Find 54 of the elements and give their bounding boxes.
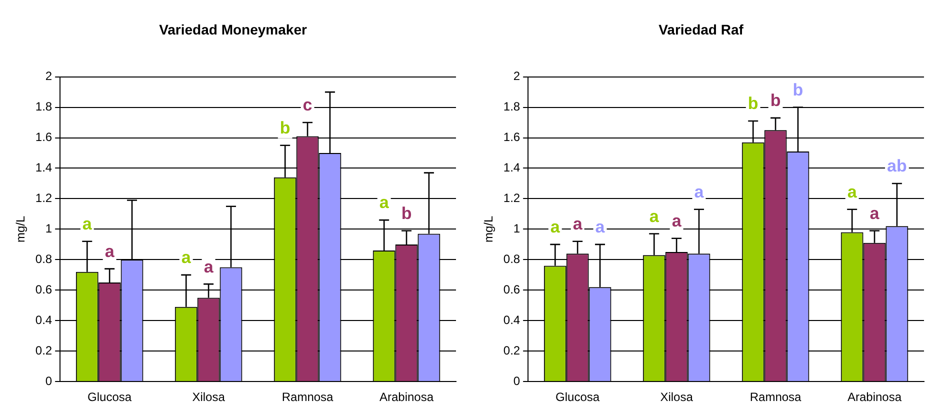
chart-title: Variedad Moneymaker xyxy=(159,21,308,38)
data-label: a xyxy=(104,242,115,262)
chart-title: Variedad Raf xyxy=(658,21,744,38)
x-tick-label: Arabinosa xyxy=(847,390,902,404)
y-tick-label: 0.2 xyxy=(35,343,52,358)
y-tick-label: 1.2 xyxy=(35,191,52,206)
y-tick-label: 1.4 xyxy=(35,160,52,175)
x-tick-label: Arabinosa xyxy=(379,390,434,404)
y-tick-label: 0.2 xyxy=(503,343,520,358)
data-label: a xyxy=(550,218,560,237)
x-tick-label: Ramnosa xyxy=(750,390,802,404)
y-tick-label: 0.8 xyxy=(503,252,520,266)
data-label: a xyxy=(572,214,583,234)
data-label: a xyxy=(694,182,704,202)
x-tick-label: Glucosa xyxy=(556,390,600,404)
data-label: b xyxy=(401,204,412,223)
data-label: a xyxy=(82,214,92,234)
data-label: b xyxy=(748,94,758,114)
y-tick-label: 2 xyxy=(513,69,520,84)
y-tick-label: 1 xyxy=(513,222,520,236)
x-tick-label: Glucosa xyxy=(88,390,132,404)
y-tick-label: 0.4 xyxy=(35,312,52,327)
y-tick-label: 0.6 xyxy=(35,282,52,296)
data-label: a xyxy=(870,204,880,223)
y-tick-label: 1 xyxy=(45,222,52,236)
y-axis-title: mg/L xyxy=(14,216,28,243)
y-tick-label: 0 xyxy=(513,374,520,388)
y-tick-label: 2 xyxy=(45,69,52,84)
data-label: a xyxy=(379,193,390,212)
y-tick-label: 1.8 xyxy=(35,100,52,114)
data-label: a xyxy=(649,206,660,226)
y-tick-label: 1.8 xyxy=(503,100,520,114)
x-tick-label: Ramnosa xyxy=(282,390,334,404)
y-tick-label: 0.6 xyxy=(503,282,520,296)
y-tick-label: 0.4 xyxy=(503,312,520,327)
data-label: a xyxy=(181,248,192,268)
data-label: b xyxy=(770,91,781,110)
data-label: a xyxy=(847,182,858,202)
data-label: a xyxy=(595,218,606,237)
data-label: a xyxy=(204,257,214,276)
data-label: a xyxy=(672,212,682,231)
y-tick-label: 1.6 xyxy=(503,130,520,144)
data-label: b xyxy=(792,80,804,100)
x-tick-label: Xilosa xyxy=(660,390,694,404)
data-label: ab xyxy=(887,156,907,176)
y-tick-label: 0 xyxy=(45,374,52,388)
y-axis-title: mg/L xyxy=(482,216,496,243)
data-label: b xyxy=(280,118,290,138)
x-tick-label: Xilosa xyxy=(192,390,226,404)
y-tick-label: 1.2 xyxy=(503,191,520,206)
y-tick-label: 1.6 xyxy=(35,130,52,144)
data-label: c xyxy=(302,96,312,115)
y-tick-label: 0.8 xyxy=(35,252,52,266)
y-tick-label: 1.4 xyxy=(503,160,520,175)
